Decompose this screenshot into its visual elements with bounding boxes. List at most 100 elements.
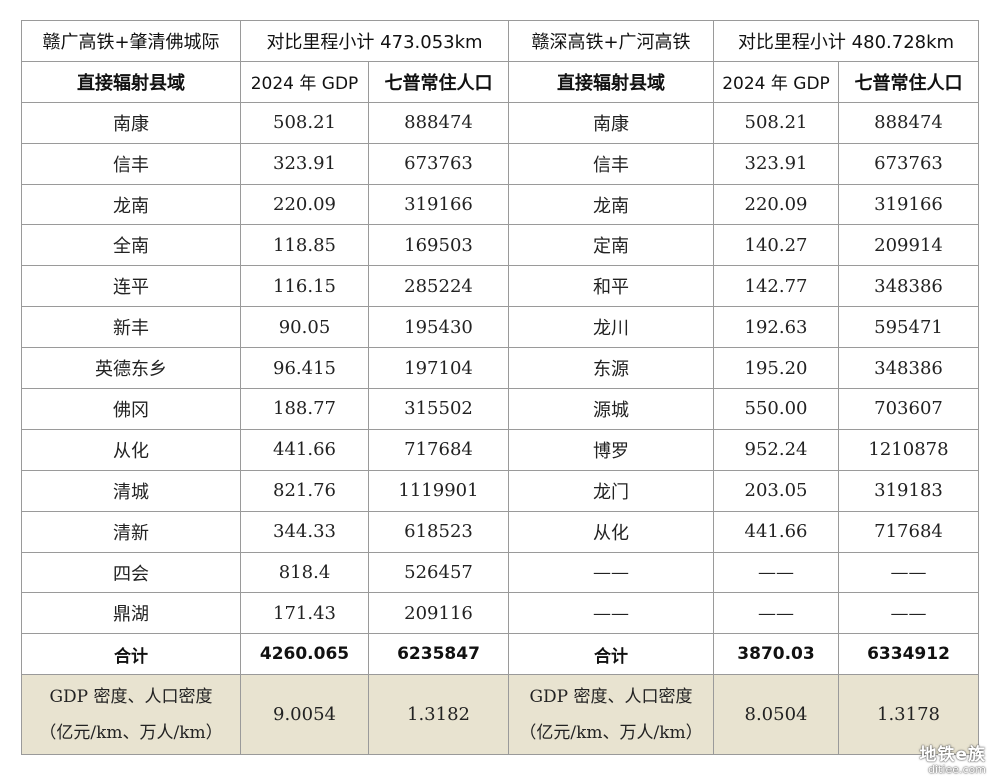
table-row: 连平 116.15 285224 和平 142.77 348386	[21, 265, 979, 308]
right-pop-cell: ——	[838, 592, 979, 635]
right-pop-cell: 348386	[838, 347, 979, 390]
right-pop-cell: 595471	[838, 306, 979, 349]
table-row: 清新 344.33 618523 从化 441.66 717684	[21, 510, 979, 553]
right-county-cell: ——	[508, 592, 714, 635]
header-row: 赣广高铁+肇清佛城际 对比里程小计 473.053km 赣深高铁+广河高铁 对比…	[21, 20, 979, 62]
right-gdp-cell: 441.66	[713, 510, 839, 553]
right-gdp-cell: 203.05	[713, 469, 839, 512]
right-county-cell: 南康	[508, 101, 714, 144]
right-county-cell: 东源	[508, 347, 714, 390]
left-gdp-cell: 118.85	[240, 224, 369, 267]
site-watermark: 地铁e族 ditiee.com	[919, 740, 986, 776]
left-pop-density: 1.3182	[368, 674, 509, 756]
right-county-cell: 龙川	[508, 306, 714, 349]
right-county-cell: 从化	[508, 510, 714, 553]
right-county-cell: 定南	[508, 224, 714, 267]
right-gdp-cell: 508.21	[713, 101, 839, 144]
right-county-cell: 源城	[508, 388, 714, 430]
table-row: 龙南 220.09 319166 龙南 220.09 319166	[21, 183, 979, 226]
right-total-label: 合计	[508, 633, 714, 676]
right-route-title: 赣深高铁+广河高铁	[508, 20, 714, 62]
table-row: 佛冈 188.77 315502 源城 550.00 703607	[21, 388, 979, 430]
left-pop-cell: 197104	[368, 347, 509, 390]
right-gdp-cell: 195.20	[713, 347, 839, 390]
left-pop-cell: 319166	[368, 183, 509, 226]
table-row: 从化 441.66 717684 博罗 952.24 1210878	[21, 428, 979, 471]
left-route-title: 赣广高铁+肇清佛城际	[21, 20, 241, 62]
left-pop-cell: 888474	[368, 101, 509, 144]
left-gdp-cell: 116.15	[240, 265, 369, 308]
left-gdp-cell: 220.09	[240, 183, 369, 226]
left-pop-cell: 673763	[368, 142, 509, 185]
comparison-table: 赣广高铁+肇清佛城际 对比里程小计 473.053km 赣深高铁+广河高铁 对比…	[21, 20, 979, 756]
left-county-cell: 南康	[21, 101, 241, 144]
table-row: 鼎湖 171.43 209116 —— —— ——	[21, 592, 979, 635]
left-pop-header: 七普常住人口	[368, 60, 509, 103]
left-pop-cell: 209116	[368, 592, 509, 635]
left-county-cell: 鼎湖	[21, 592, 241, 635]
right-pop-cell: ——	[838, 551, 979, 594]
left-county-cell: 清城	[21, 469, 241, 512]
left-pop-cell: 285224	[368, 265, 509, 308]
column-header-row: 直接辐射县域 2024 年 GDP 七普常住人口 直接辐射县域 2024 年 G…	[21, 60, 979, 103]
right-gdp-cell: 323.91	[713, 142, 839, 185]
left-gdp-cell: 90.05	[240, 306, 369, 349]
left-county-cell: 英德东乡	[21, 347, 241, 390]
density-label-line2: （亿元/km、万人/km）	[519, 722, 703, 743]
left-county-cell: 全南	[21, 224, 241, 267]
density-label-line1: GDP 密度、人口密度	[49, 686, 213, 707]
left-total-label: 合计	[21, 633, 241, 676]
right-pop-cell: 319166	[838, 183, 979, 226]
density-row: GDP 密度、人口密度 （亿元/km、万人/km） 9.0054 1.3182 …	[21, 674, 979, 756]
right-pop-cell: 348386	[838, 265, 979, 308]
right-pop-cell: 209914	[838, 224, 979, 267]
left-county-header: 直接辐射县域	[21, 60, 241, 103]
right-county-cell: 龙门	[508, 469, 714, 512]
right-pop-cell: 703607	[838, 388, 979, 430]
table-row: 四会 818.4 526457 —— —— ——	[21, 551, 979, 594]
left-gdp-cell: 821.76	[240, 469, 369, 512]
right-gdp-cell: 140.27	[713, 224, 839, 267]
left-density-label: GDP 密度、人口密度 （亿元/km、万人/km）	[21, 674, 241, 756]
right-gdp-density: 8.0504	[713, 674, 839, 756]
right-county-cell: 博罗	[508, 428, 714, 471]
left-county-cell: 龙南	[21, 183, 241, 226]
density-label-line2: （亿元/km、万人/km）	[39, 722, 223, 743]
left-county-cell: 连平	[21, 265, 241, 308]
right-pop-header: 七普常住人口	[838, 60, 979, 103]
right-county-cell: 信丰	[508, 142, 714, 185]
left-gdp-density: 9.0054	[240, 674, 369, 756]
right-density-label: GDP 密度、人口密度 （亿元/km、万人/km）	[508, 674, 714, 756]
left-gdp-cell: 171.43	[240, 592, 369, 635]
left-pop-cell: 526457	[368, 551, 509, 594]
left-pop-cell: 1119901	[368, 469, 509, 512]
right-gdp-cell: 550.00	[713, 388, 839, 430]
left-county-cell: 四会	[21, 551, 241, 594]
right-pop-cell: 717684	[838, 510, 979, 553]
left-gdp-cell: 188.77	[240, 388, 369, 430]
density-label-line1: GDP 密度、人口密度	[529, 686, 693, 707]
table-row: 信丰 323.91 673763 信丰 323.91 673763	[21, 142, 979, 185]
table-row: 新丰 90.05 195430 龙川 192.63 595471	[21, 306, 979, 349]
left-gdp-header: 2024 年 GDP	[240, 60, 369, 103]
right-pop-cell: 673763	[838, 142, 979, 185]
left-pop-cell: 169503	[368, 224, 509, 267]
left-county-cell: 从化	[21, 428, 241, 471]
watermark-url: ditiee.com	[928, 763, 986, 776]
right-gdp-cell: ——	[713, 592, 839, 635]
right-county-header: 直接辐射县域	[508, 60, 714, 103]
left-gdp-cell: 508.21	[240, 101, 369, 144]
right-gdp-cell: 952.24	[713, 428, 839, 471]
right-county-cell: 和平	[508, 265, 714, 308]
left-mileage: 对比里程小计 473.053km	[240, 20, 509, 62]
left-pop-cell: 195430	[368, 306, 509, 349]
left-pop-cell: 717684	[368, 428, 509, 471]
left-county-cell: 新丰	[21, 306, 241, 349]
left-total-pop: 6235847	[368, 633, 509, 676]
table-row: 英德东乡 96.415 197104 东源 195.20 348386	[21, 347, 979, 390]
left-gdp-cell: 441.66	[240, 428, 369, 471]
left-county-cell: 佛冈	[21, 388, 241, 430]
table-row: 全南 118.85 169503 定南 140.27 209914	[21, 224, 979, 267]
right-gdp-header: 2024 年 GDP	[713, 60, 839, 103]
watermark-logo-text: 地铁e族	[919, 745, 986, 765]
